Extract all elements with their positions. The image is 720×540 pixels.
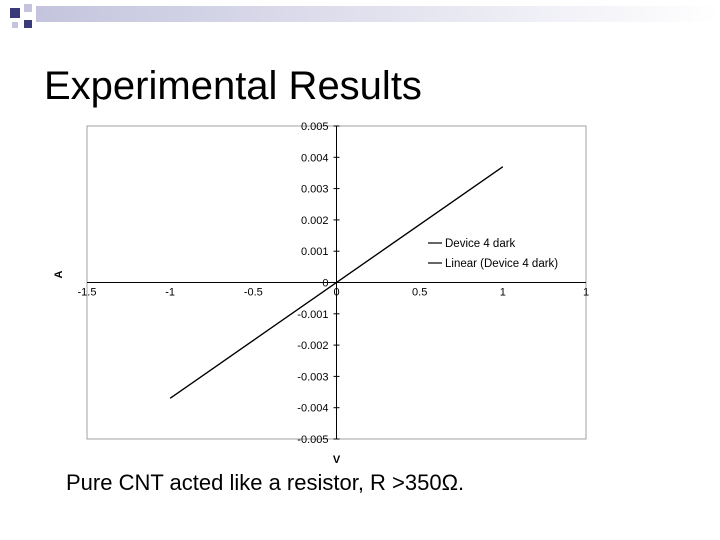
chart-series xyxy=(169,166,504,399)
series-line-2 xyxy=(169,166,504,399)
x-tick-label: 0 xyxy=(333,287,339,299)
decoration-square xyxy=(24,4,32,12)
slide-caption: Pure CNT acted like a resistor, R >350Ω. xyxy=(66,470,465,495)
decoration-stripe xyxy=(36,6,720,22)
x-tick-label: 0.5 xyxy=(412,287,427,299)
slide-title: Experimental Results xyxy=(44,64,422,108)
decoration-square xyxy=(12,22,18,28)
x-tick-label: -0.5 xyxy=(244,287,263,299)
decoration-square xyxy=(10,8,20,18)
x-axis-label: V xyxy=(333,454,341,466)
y-tick-label: 0.005 xyxy=(301,121,329,133)
y-tick-label: -0.005 xyxy=(297,434,328,446)
decoration-square xyxy=(24,20,32,28)
title-bar-decoration xyxy=(10,4,720,28)
x-tick-label: 1 xyxy=(583,287,589,299)
y-tick-label: 0 xyxy=(322,278,328,290)
y-axis-label: A xyxy=(53,270,65,278)
y-tick-label: -0.004 xyxy=(297,403,328,415)
legend-label: Device 4 dark xyxy=(445,238,516,250)
y-tick-label: -0.002 xyxy=(297,340,328,352)
y-tick-label: 0.003 xyxy=(301,184,329,196)
y-tick-label: -0.003 xyxy=(297,371,328,383)
chart-tick-labels: -1.5 -1 -0.5 0 0.5 1 1 -0.005 -0.004 -0.003 -0.002… xyxy=(78,121,590,446)
y-tick-label: 0.001 xyxy=(301,246,329,258)
x-tick-label: -1 xyxy=(165,287,175,299)
y-tick-label: -0.001 xyxy=(297,309,328,321)
y-tick-label: 0.002 xyxy=(301,215,329,227)
x-tick-label: -1.5 xyxy=(78,287,97,299)
iv-chart: -1.5 -1 -0.5 0 0.5 1 1 -0.005 -0.004 -0.003 -0.002… xyxy=(53,121,590,466)
y-tick-label: 0.004 xyxy=(301,152,329,164)
x-tick-label: 1 xyxy=(500,287,506,299)
chart-legend: Device 4 dark Linear (Device 4 dark) xyxy=(428,238,558,270)
legend-label: Linear (Device 4 dark) xyxy=(445,258,558,270)
